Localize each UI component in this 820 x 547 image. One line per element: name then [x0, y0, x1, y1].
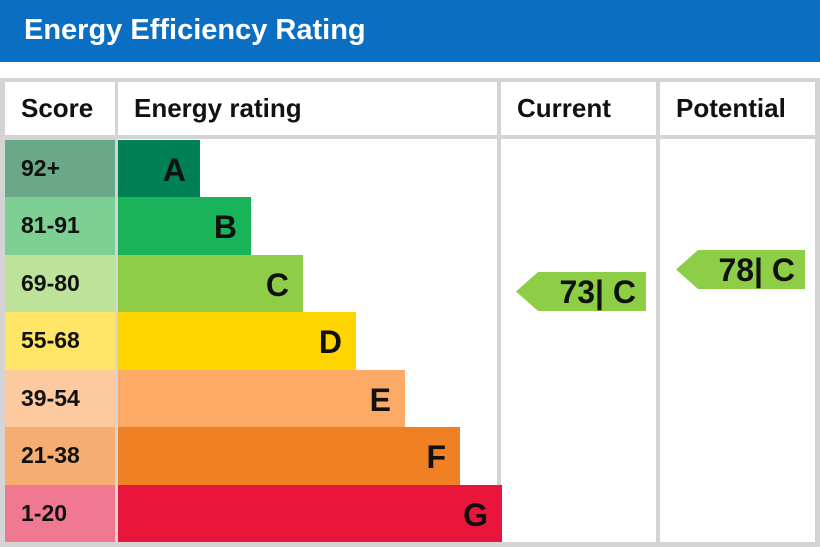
band-bar: E	[118, 370, 405, 427]
band-bar: B	[118, 197, 251, 255]
potential-column	[660, 139, 815, 542]
band-score: 69-80	[5, 255, 115, 312]
chart-title: Energy Efficiency Rating	[0, 0, 820, 62]
band-row-e: 39-54 E	[5, 370, 497, 427]
potential-rating-label: 78| C	[718, 252, 795, 288]
band-bar: A	[118, 140, 200, 197]
band-row-g: 1-20 G	[5, 485, 502, 542]
band-row-b: 81-91 B	[5, 197, 497, 255]
band-score: 39-54	[5, 370, 115, 427]
band-score: 92+	[5, 140, 115, 197]
band-bar: D	[118, 312, 356, 370]
band-bar: C	[118, 255, 303, 312]
band-row-c: 69-80 C	[5, 255, 497, 312]
band-score: 55-68	[5, 312, 115, 370]
potential-rating-arrow: 78| C	[676, 250, 805, 289]
header-rating: Energy rating	[118, 82, 497, 135]
band-row-f: 21-38 F	[5, 427, 497, 485]
band-bar: F	[118, 427, 460, 485]
band-score: 1-20	[5, 485, 115, 542]
header-potential: Potential	[660, 82, 815, 135]
current-rating-label: 73| C	[559, 274, 636, 310]
header-current: Current	[501, 82, 656, 135]
band-score: 81-91	[5, 197, 115, 255]
current-rating-arrow: 73| C	[516, 272, 646, 311]
band-bar: G	[118, 485, 502, 542]
band-score: 21-38	[5, 427, 115, 485]
header-score: Score	[5, 82, 115, 135]
band-row-d: 55-68 D	[5, 312, 497, 370]
current-column	[501, 139, 656, 542]
band-row-a: 92+ A	[5, 140, 497, 197]
